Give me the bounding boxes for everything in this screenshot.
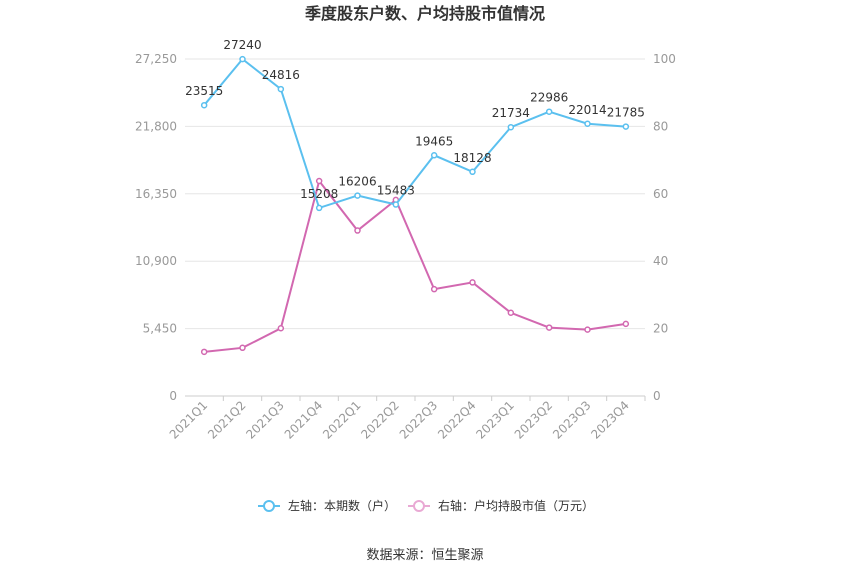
left-tick-label: 0 <box>169 389 177 403</box>
series-point-right[interactable] <box>545 324 553 331</box>
left-axis: 0 5,450 10,900 16,350 21,800 27,250 <box>135 52 177 403</box>
legend-marker-left <box>263 500 275 512</box>
x-tick-label: 2021Q3 <box>243 398 287 442</box>
series-point-right[interactable] <box>354 227 361 234</box>
data-label-left: 24816 <box>262 68 300 82</box>
series-point-left[interactable] <box>469 168 476 176</box>
series-point-right[interactable] <box>277 325 285 332</box>
data-label-left: 22986 <box>530 91 568 105</box>
series-point-right[interactable] <box>315 177 323 185</box>
data-label-left: 15483 <box>377 184 415 198</box>
series-point-left[interactable] <box>277 85 285 93</box>
series-point-left[interactable] <box>354 192 361 199</box>
data-label-left: 16206 <box>338 175 376 189</box>
series-point-left[interactable] <box>507 123 515 131</box>
x-tick-label: 2021Q2 <box>205 398 249 442</box>
right-tick-label: 0 <box>653 389 661 403</box>
right-tick-label: 60 <box>653 187 668 201</box>
legend-item-right[interactable]: 右轴：户均持股市值（万元） <box>408 498 594 513</box>
series-point-right[interactable] <box>507 309 515 317</box>
x-tick-label: 2023Q4 <box>588 398 632 442</box>
legend-item-left[interactable]: 左轴：本期数（户） <box>258 498 396 513</box>
x-tick-label: 2023Q1 <box>473 398 517 442</box>
series-point-left[interactable] <box>584 120 591 128</box>
series-point-left[interactable] <box>200 101 208 109</box>
right-axis: 0 20 40 60 80 100 <box>653 52 676 403</box>
left-tick-label: 5,450 <box>143 322 177 336</box>
series-point-left[interactable] <box>392 201 400 208</box>
data-label-left: 27240 <box>223 38 261 52</box>
series-point-left[interactable] <box>430 152 438 159</box>
series-point-left[interactable] <box>315 204 323 212</box>
series-point-right[interactable] <box>200 348 208 356</box>
left-tick-label: 16,350 <box>135 187 177 201</box>
series-line-left <box>203 57 626 210</box>
right-tick-label: 40 <box>653 254 668 268</box>
legend-marker-right <box>413 500 425 512</box>
chart-title: 季度股东户数、户均持股市值情况 <box>304 4 545 23</box>
left-tick-label: 27,250 <box>135 52 177 66</box>
x-tick-label: 2022Q2 <box>358 398 402 442</box>
source-note: 数据来源：恒生聚源 <box>366 548 483 563</box>
data-label-left: 23515 <box>185 84 223 98</box>
series-point-right[interactable] <box>584 326 591 333</box>
data-label-left: 15208 <box>300 187 338 201</box>
series-layer <box>200 55 630 356</box>
right-tick-label: 100 <box>653 52 676 66</box>
series-point-right[interactable] <box>622 320 630 328</box>
x-tick-label: 2022Q3 <box>397 398 441 442</box>
right-tick-label: 80 <box>653 119 668 133</box>
x-tick-label: 2022Q4 <box>435 398 479 442</box>
data-label-left: 21734 <box>492 106 530 120</box>
data-label-left: 22014 <box>568 103 606 117</box>
series-point-right[interactable] <box>430 285 438 293</box>
legend-label-right: 右轴：户均持股市值（万元） <box>438 498 594 513</box>
left-tick-label: 21,800 <box>135 119 177 133</box>
series-point-left[interactable] <box>239 55 246 63</box>
series-point-left[interactable] <box>622 123 630 130</box>
x-tick-label: 2021Q4 <box>282 398 326 442</box>
legend-label-left: 左轴：本期数（户） <box>288 498 396 513</box>
right-tick-label: 20 <box>653 322 668 336</box>
x-tick-label: 2023Q2 <box>512 398 556 442</box>
left-tick-label: 10,900 <box>135 254 177 268</box>
data-label-left: 18128 <box>453 151 491 165</box>
x-tick-label: 2023Q3 <box>550 398 594 442</box>
series-point-right[interactable] <box>469 279 476 286</box>
data-label-left: 21785 <box>607 106 645 120</box>
series-point-right[interactable] <box>239 344 246 352</box>
x-tick-label: 2022Q1 <box>320 398 364 442</box>
data-label-left: 19465 <box>415 134 453 148</box>
x-tick-label: 2021Q1 <box>167 398 211 442</box>
x-axis: 2021Q12021Q22021Q32021Q42022Q12022Q22022… <box>167 395 646 442</box>
series-line-right <box>204 178 626 353</box>
legend: 左轴：本期数（户） 右轴：户均持股市值（万元） <box>258 498 594 513</box>
series-point-left[interactable] <box>545 108 553 115</box>
